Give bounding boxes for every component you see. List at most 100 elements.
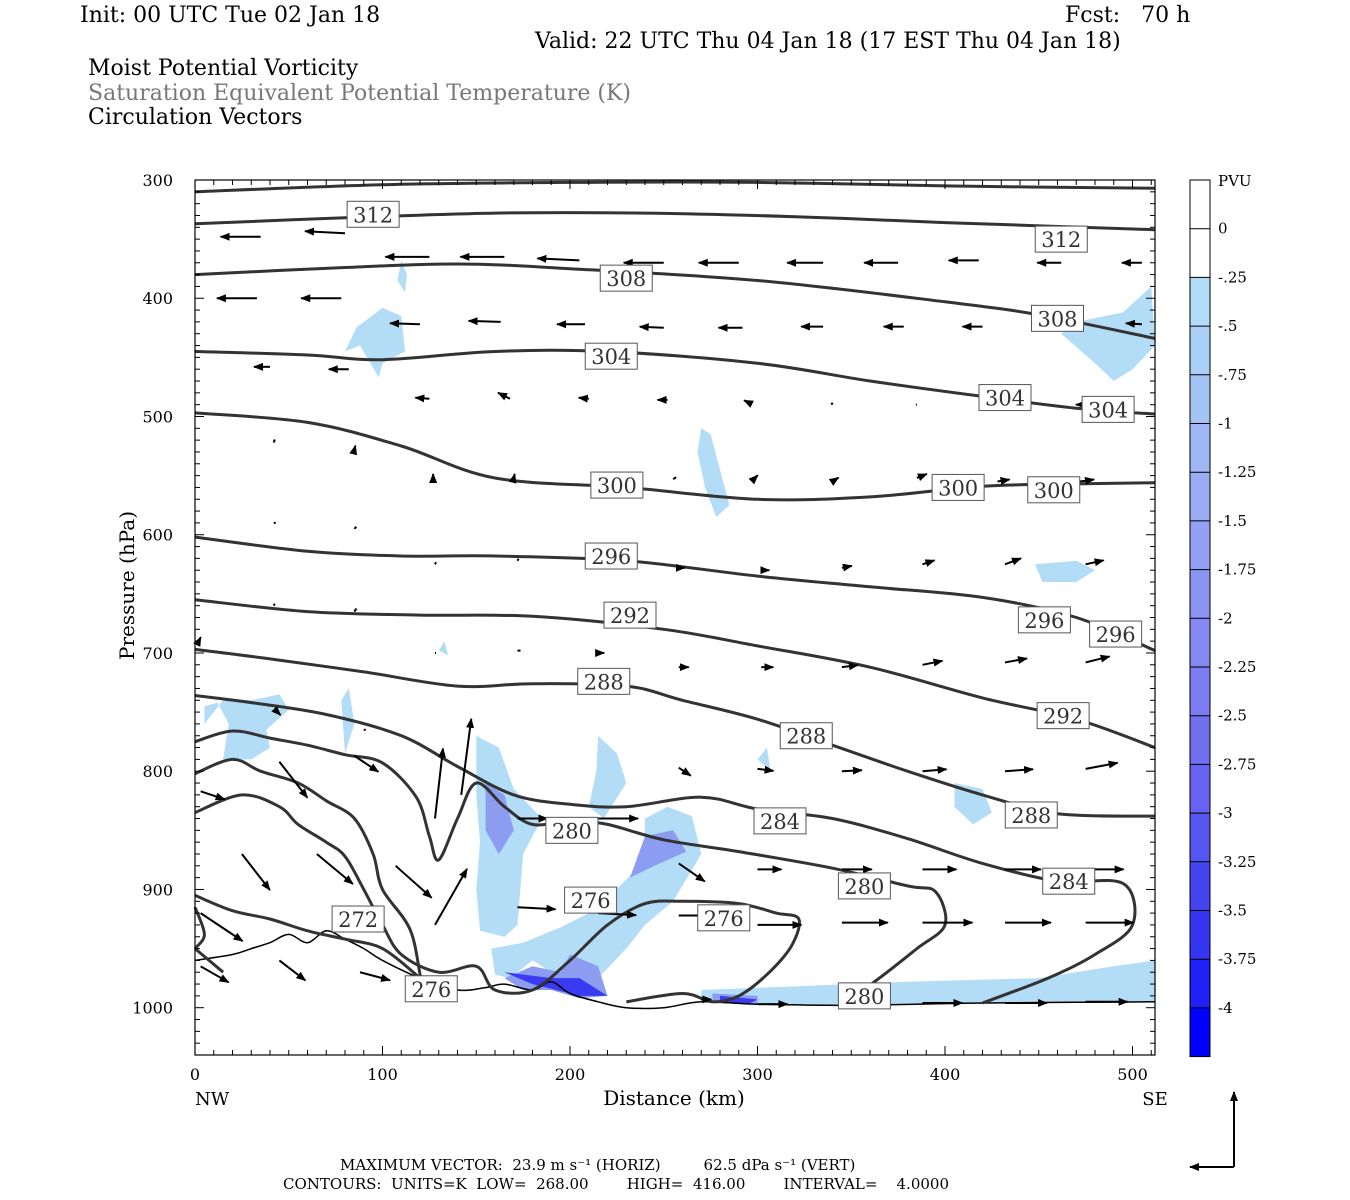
contour-info-note: CONTOURS: UNITS=K LOW= 268.00 HIGH= 416.… bbox=[283, 1175, 949, 1193]
vector-arrow bbox=[830, 402, 834, 406]
vector-arrow bbox=[922, 765, 948, 774]
contour-label-box bbox=[1031, 304, 1084, 332]
colorbar-segment bbox=[1190, 813, 1210, 862]
vector-arrow bbox=[389, 319, 421, 328]
vector-arrow bbox=[536, 254, 580, 263]
vector-arrow bbox=[200, 912, 244, 942]
vector-arrow bbox=[278, 761, 309, 799]
contour-label-box bbox=[779, 722, 833, 750]
colorbar-segment bbox=[1190, 618, 1210, 667]
y-tick-label: 400 bbox=[142, 289, 173, 308]
y-tick-label: 600 bbox=[142, 526, 173, 545]
vector-arrow bbox=[1085, 654, 1111, 664]
contour-label: 284 bbox=[1049, 870, 1089, 894]
contour-label-box bbox=[1027, 476, 1081, 504]
pv-region bbox=[588, 735, 627, 819]
colorbar-label: -1.75 bbox=[1218, 561, 1256, 579]
contour-label: 288 bbox=[1011, 804, 1051, 828]
vector-arrow bbox=[841, 766, 863, 775]
contour-label: 304 bbox=[591, 345, 631, 369]
contour-label: 276 bbox=[704, 907, 744, 931]
vector-arrow bbox=[841, 563, 853, 572]
vector-arrow bbox=[434, 868, 468, 926]
contour-label-box bbox=[584, 542, 638, 570]
colorbar-label: -.75 bbox=[1218, 366, 1247, 384]
vector-arrow bbox=[672, 476, 677, 480]
vector-arrow bbox=[841, 662, 859, 671]
vector-arrow bbox=[414, 394, 430, 403]
vector-arrow bbox=[304, 227, 346, 236]
colorbar-segment bbox=[1190, 472, 1210, 521]
colorbar-segment bbox=[1190, 423, 1210, 473]
vector-arrow bbox=[353, 526, 358, 530]
contour-label-box bbox=[404, 975, 458, 1003]
contour-label: 312 bbox=[1041, 228, 1081, 252]
contour-label-box bbox=[837, 982, 891, 1010]
contour-272 bbox=[194, 894, 421, 980]
x-tick-label: 100 bbox=[367, 1065, 398, 1084]
contour-label: 288 bbox=[584, 670, 624, 694]
field-1-title: Moist Potential Vorticity bbox=[88, 56, 359, 81]
contour-label-box bbox=[545, 816, 599, 844]
colorbar-segment bbox=[1190, 861, 1210, 911]
contour-label: 300 bbox=[1034, 479, 1074, 503]
colorbar-segment bbox=[1190, 959, 1210, 1008]
contour-label: 308 bbox=[1037, 307, 1077, 331]
vector-arrow bbox=[638, 323, 664, 332]
vector-arrow bbox=[1079, 476, 1095, 485]
contour-labels: 312 312 308 308 304 304 304 300 300 300 296 296 296 2… bbox=[331, 200, 1143, 1010]
contour-label: 296 bbox=[1096, 623, 1136, 647]
vector-arrow bbox=[200, 965, 230, 984]
field-2-title: Saturation Equivalent Potential Temperat… bbox=[88, 81, 631, 106]
contour-label: 308 bbox=[606, 267, 646, 291]
y-tick-label: 1000 bbox=[132, 999, 173, 1018]
contour-268 bbox=[194, 947, 225, 974]
contour-label-box bbox=[584, 342, 638, 370]
max-vector-note: MAXIMUM VECTOR: 23.9 m s⁻¹ (HORIZ) 62.5 … bbox=[340, 1156, 856, 1174]
contour-label: 272 bbox=[338, 908, 378, 932]
x-tick-label: 0 bbox=[190, 1065, 200, 1084]
vector-arrow bbox=[1124, 319, 1142, 328]
colorbar-title: PVU bbox=[1218, 172, 1252, 190]
pv-region bbox=[438, 641, 449, 656]
colorbar-label: -3.5 bbox=[1218, 902, 1247, 920]
vector-arrow bbox=[828, 476, 840, 486]
pv-region bbox=[1035, 560, 1095, 582]
pv-region bbox=[485, 783, 514, 854]
valid-time: Valid: 22 UTC Thu 04 Jan 18 (17 EST Thu … bbox=[535, 29, 1121, 54]
contour-label: 296 bbox=[591, 545, 631, 569]
contour-label-box bbox=[1036, 702, 1090, 730]
contour-label-box bbox=[931, 473, 985, 501]
vector-arrow bbox=[193, 636, 202, 647]
contour-300 bbox=[194, 411, 1156, 502]
colorbar-label: 0 bbox=[1218, 220, 1228, 238]
colorbar-label: -.5 bbox=[1218, 317, 1237, 335]
colorbar-label: -1 bbox=[1218, 415, 1233, 433]
colorbar-segment bbox=[1190, 520, 1210, 570]
x-tick-label: 300 bbox=[742, 1065, 773, 1084]
colorbar-segment bbox=[1190, 180, 1210, 229]
vector-arrow bbox=[272, 603, 276, 607]
contour-label-box bbox=[331, 905, 385, 933]
vector-arrow bbox=[508, 473, 517, 484]
contour-label-box bbox=[346, 200, 400, 228]
colorbar-label: -1.5 bbox=[1218, 512, 1247, 530]
y-tick-label: 700 bbox=[142, 644, 173, 663]
colorbar-label: -2 bbox=[1218, 609, 1233, 627]
colorbar-segment bbox=[1190, 277, 1210, 327]
pv-region bbox=[697, 428, 730, 517]
contour-312 bbox=[194, 180, 1156, 194]
x-tick-label: 200 bbox=[555, 1065, 586, 1084]
x-tick-label: 400 bbox=[930, 1065, 961, 1084]
vector-arrow bbox=[353, 755, 380, 773]
contour-label-box bbox=[599, 264, 653, 292]
vector-arrow bbox=[916, 473, 928, 482]
vector-arrow bbox=[467, 317, 501, 326]
contour-label: 276 bbox=[571, 889, 611, 913]
contour-label: 292 bbox=[1043, 705, 1083, 729]
vector-arrow bbox=[922, 559, 936, 567]
colorbar-segment bbox=[1190, 715, 1210, 765]
contour-276 bbox=[194, 793, 801, 1004]
vector-arrow bbox=[1004, 765, 1034, 774]
